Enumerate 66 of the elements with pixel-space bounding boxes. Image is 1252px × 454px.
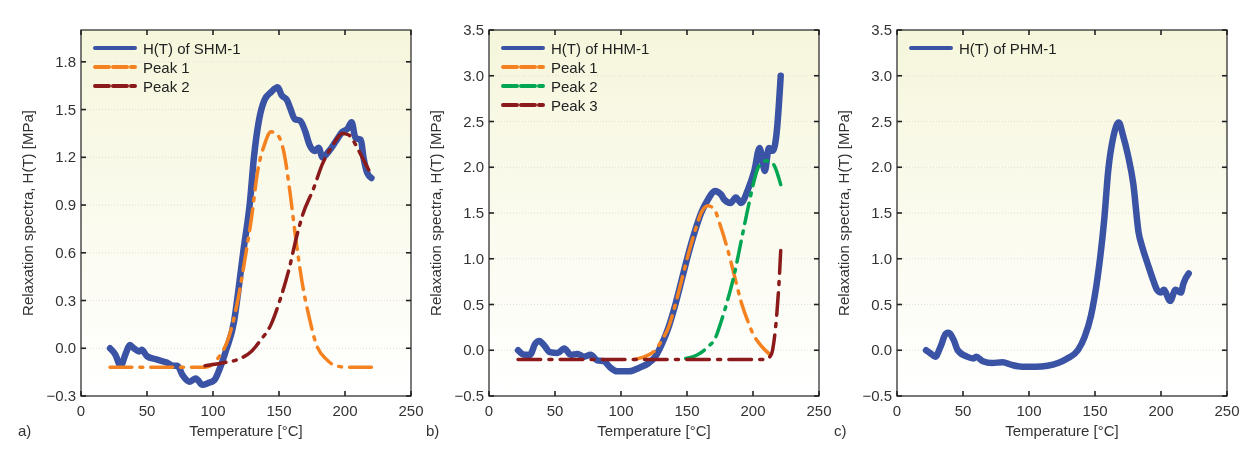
x-tick-label: 150	[674, 402, 700, 419]
legend-label: Peak 3	[551, 97, 598, 114]
y-axis-title: Relaxation spectra, H(T) [MPa]	[427, 110, 444, 316]
x-tick-label: 0	[892, 402, 902, 419]
line-series	[683, 159, 783, 361]
x-tick-label: 0	[484, 402, 494, 419]
x-tick-label: 100	[608, 402, 634, 419]
x-axis-title: Temperature [°C]	[189, 422, 303, 439]
y-tick-label: 0.5	[871, 295, 892, 313]
line-series	[516, 248, 783, 362]
y-tick-label: 0.5	[463, 295, 484, 313]
legend-label: H(T) of SHM-1	[143, 40, 241, 57]
x-tick-label: 200	[740, 402, 766, 419]
y-tick-label: 3.0	[463, 66, 484, 84]
y-tick-label: 3.5	[463, 21, 484, 38]
x-tick-label: 150	[266, 402, 292, 419]
y-tick-label: 0.0	[871, 341, 892, 359]
y-tick-label: 1.0	[463, 249, 484, 267]
y-tick-label: −0.5	[454, 387, 484, 404]
x-tick-label: 250	[806, 402, 832, 419]
y-tick-label: 0.6	[55, 243, 76, 261]
line-series	[108, 130, 374, 370]
text: c)	[834, 422, 847, 439]
x-tick-label: 250	[398, 402, 424, 419]
y-axis-title: Relaxation spectra, H(T) [MPa]	[835, 110, 852, 316]
y-tick-label: 1.5	[463, 204, 484, 221]
y-tick-label: 2.5	[871, 112, 892, 130]
y-tick-label: 1.2	[55, 148, 76, 166]
legend-label: Peak 1	[551, 59, 598, 76]
y-tick-label: 0.0	[463, 341, 484, 359]
y-tick-label: 3.5	[871, 21, 892, 38]
line-series	[203, 131, 371, 368]
x-tick-label: 50	[138, 402, 156, 419]
x-tick-label: 200	[332, 402, 358, 419]
y-tick-label: 0.9	[55, 196, 76, 214]
y-tick-label: 1.5	[871, 204, 892, 221]
legend-label: H(T) of HHM-1	[551, 40, 650, 57]
y-tick-label: 0.0	[55, 339, 76, 357]
text: a)	[18, 422, 32, 439]
x-tick-label: 0	[76, 402, 86, 419]
y-tick-label: 1.8	[55, 52, 76, 70]
legend-label: Peak 1	[143, 59, 190, 76]
x-axis-title: Temperature [°C]	[1005, 422, 1119, 439]
legend-label: Peak 2	[143, 78, 190, 95]
y-tick-label: 1.5	[55, 100, 76, 118]
x-tick-label: 250	[1214, 402, 1240, 419]
line-series	[632, 203, 772, 362]
y-axis-title: Relaxation spectra, H(T) [MPa]	[19, 110, 36, 316]
legend-label: H(T) of PHM-1	[959, 40, 1057, 57]
x-tick-label: 100	[1016, 402, 1042, 419]
y-tick-label: −0.3	[46, 387, 76, 404]
text: b)	[426, 422, 440, 439]
y-tick-label: 3.0	[871, 66, 892, 84]
x-tick-label: 200	[1148, 402, 1174, 419]
x-tick-label: 50	[546, 402, 564, 419]
legend-label: Peak 2	[551, 78, 598, 95]
y-tick-label: 2.5	[463, 112, 484, 130]
x-tick-label: 150	[1082, 402, 1108, 419]
y-tick-label: −0.5	[862, 387, 892, 404]
y-tick-label: 0.3	[55, 291, 76, 309]
y-tick-label: 2.0	[871, 158, 892, 176]
x-tick-label: 50	[954, 402, 972, 419]
y-tick-label: 2.0	[463, 158, 484, 176]
x-axis-title: Temperature [°C]	[597, 422, 711, 439]
y-tick-label: 1.0	[871, 249, 892, 267]
x-tick-label: 100	[200, 402, 226, 419]
